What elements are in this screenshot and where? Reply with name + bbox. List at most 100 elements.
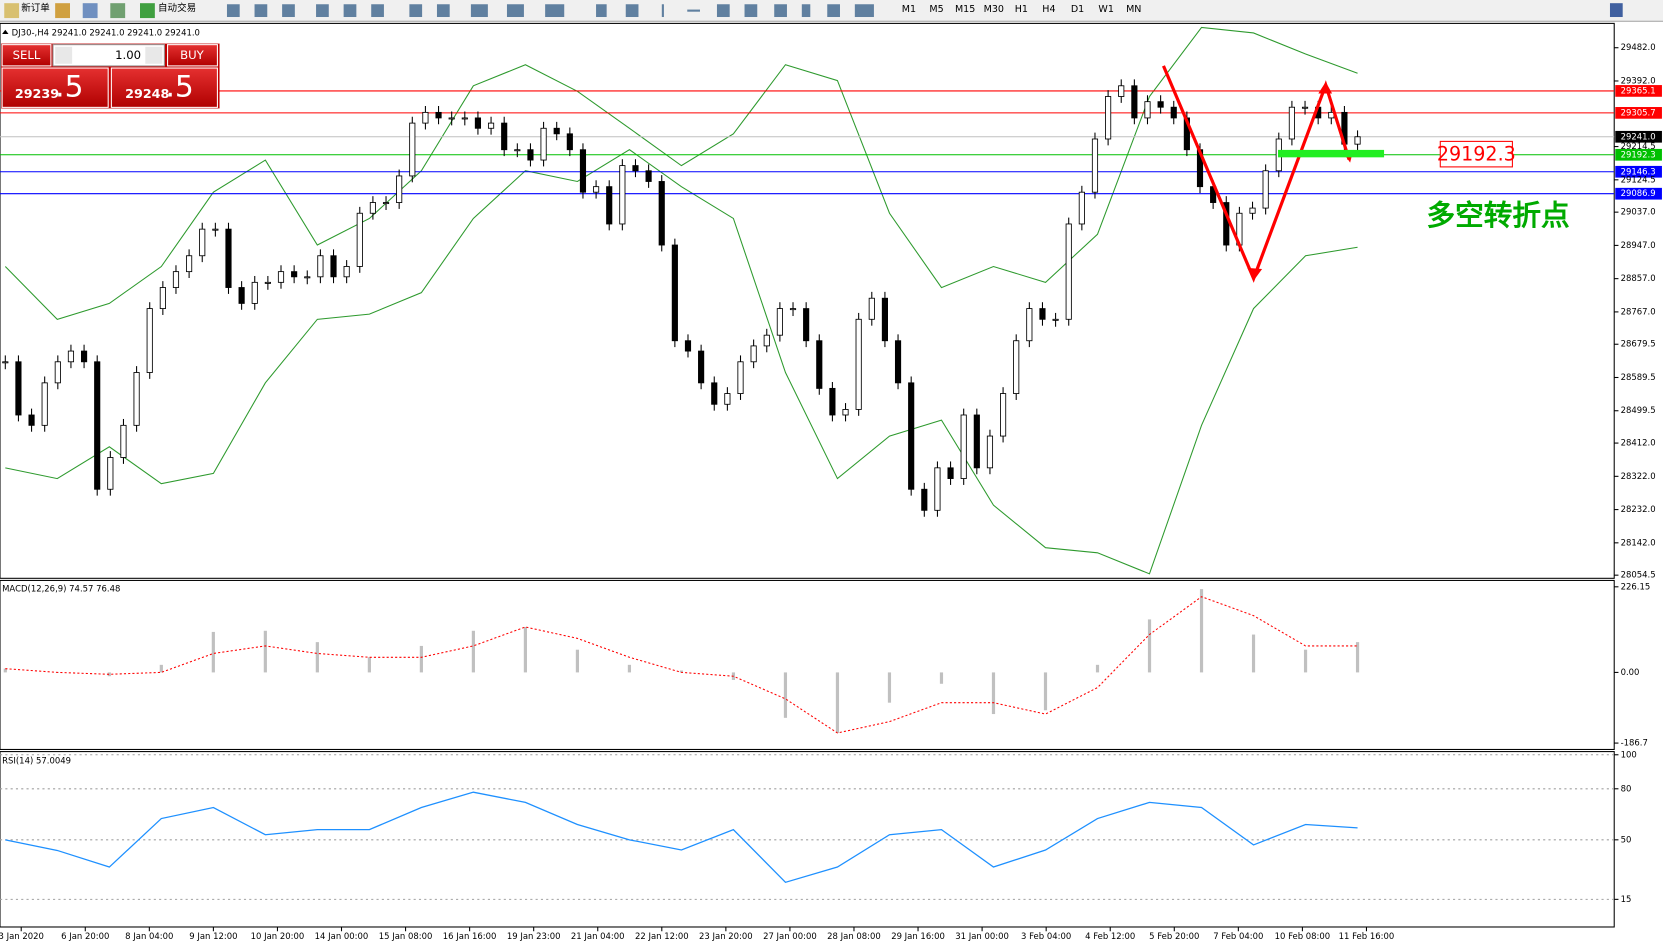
icon[interactable] — [226, 4, 240, 18]
icon[interactable] — [716, 4, 730, 18]
main-plot — [0, 26, 1615, 575]
icon[interactable] — [409, 4, 423, 18]
icon[interactable] — [827, 4, 840, 18]
macd-bar — [887, 672, 892, 703]
axes: 29365.1 29305.7 29241.0 29192.3 29146.3 29086… — [0, 43, 1662, 942]
candle — [277, 271, 285, 283]
candle — [1091, 138, 1099, 193]
y-tick-label: -186.7 — [1621, 739, 1648, 749]
timeframe[interactable]: M15 — [955, 4, 975, 15]
candle — [422, 111, 429, 124]
x-tick-label: 3 Jan 2020 — [0, 932, 44, 942]
timeframe[interactable]: H4 — [1042, 4, 1055, 15]
macd-bar — [627, 664, 632, 673]
macd-bar — [263, 630, 267, 673]
new-order[interactable]: 新订单 — [21, 2, 50, 14]
icon[interactable] — [4, 3, 20, 19]
macd-bar — [1303, 649, 1308, 673]
candle — [1118, 85, 1125, 97]
icon[interactable] — [744, 4, 758, 18]
icon[interactable] — [343, 4, 357, 18]
auto-trading[interactable]: 自动交易 — [158, 2, 196, 14]
icon[interactable] — [661, 4, 664, 18]
candle — [107, 457, 114, 490]
icon[interactable] — [371, 4, 384, 18]
price-line-label: 29086.9 — [1621, 189, 1656, 199]
y-tick-label: 100 — [1621, 750, 1637, 760]
candle — [159, 287, 166, 310]
candle — [264, 281, 271, 284]
sell-fraction[interactable]: .5 — [55, 70, 83, 105]
candle — [133, 372, 140, 426]
macd-signal — [5, 596, 1358, 734]
pattern-drawing — [1161, 65, 1385, 283]
candle — [645, 170, 652, 182]
lots-input[interactable] — [52, 44, 165, 67]
x-tick-label: 19 Jan 23:00 — [507, 932, 561, 942]
lots-value[interactable]: 1.00 — [115, 48, 141, 62]
icon[interactable] — [316, 4, 329, 18]
sell-price-box[interactable] — [1, 67, 109, 108]
sell-button[interactable] — [1, 44, 52, 67]
candle — [409, 122, 416, 177]
timeframe[interactable]: H1 — [1015, 4, 1028, 15]
buy-price[interactable]: 29248 — [125, 87, 169, 102]
icon[interactable] — [545, 4, 565, 18]
x-tick-label: 11 Feb 16:00 — [1339, 932, 1395, 942]
timeframe[interactable]: M5 — [929, 4, 943, 15]
icon[interactable] — [82, 3, 98, 19]
timeframe[interactable]: M30 — [984, 4, 1004, 15]
icon[interactable] — [506, 4, 524, 18]
lots-down[interactable] — [55, 46, 73, 64]
macd-bar — [679, 670, 684, 673]
timeframe[interactable]: MN — [1126, 4, 1141, 15]
icon[interactable] — [687, 9, 700, 12]
icon[interactable] — [854, 4, 874, 18]
buy-button[interactable] — [167, 44, 218, 67]
timeframes: M1 M5 M15 M30 H1 H4 D1 W1 MN — [902, 4, 1142, 15]
candle — [356, 212, 363, 267]
icon[interactable] — [801, 4, 811, 18]
macd-bar — [575, 649, 579, 673]
buy-price-box[interactable] — [110, 67, 218, 108]
sell-label[interactable]: SELL — [13, 48, 41, 62]
candle — [606, 186, 613, 225]
x-tick-label: 29 Jan 16:00 — [891, 932, 945, 942]
icon[interactable] — [436, 4, 450, 18]
candle — [724, 393, 731, 405]
y-tick-label: 226.15 — [1621, 582, 1651, 592]
support-bar — [1278, 149, 1385, 158]
timeframe[interactable]: W1 — [1098, 4, 1113, 15]
x-tick-label: 7 Feb 04:00 — [1213, 932, 1263, 942]
x-tick-label: 5 Feb 20:00 — [1149, 932, 1199, 942]
icon[interactable] — [774, 4, 787, 18]
buy-label[interactable]: BUY — [180, 48, 205, 62]
buy-fraction[interactable]: .5 — [165, 70, 193, 105]
macd-bar — [991, 672, 996, 715]
icon[interactable] — [254, 4, 268, 18]
lots-up[interactable] — [145, 46, 163, 64]
icon[interactable] — [625, 4, 639, 18]
timeframe[interactable]: D1 — [1071, 4, 1084, 15]
y-tick-label: 80 — [1621, 784, 1632, 794]
candle — [41, 382, 48, 426]
candle — [199, 228, 206, 257]
icon[interactable] — [110, 3, 126, 19]
candle — [855, 318, 862, 410]
icon[interactable] — [139, 3, 155, 19]
candle — [658, 181, 665, 246]
sell-price[interactable]: 29239 — [15, 87, 59, 102]
timeframe[interactable]: M1 — [902, 4, 916, 15]
macd-panel — [0, 579, 1615, 750]
x-tick-label: 9 Jan 12:00 — [189, 932, 237, 942]
x-tick-label: 4 Feb 12:00 — [1085, 932, 1135, 942]
icon[interactable] — [55, 3, 70, 19]
icon[interactable] — [470, 4, 488, 18]
search-icon[interactable] — [1609, 3, 1623, 18]
icon[interactable] — [282, 4, 295, 18]
macd-bar — [939, 672, 944, 684]
x-tick-label: 22 Jan 12:00 — [635, 932, 689, 942]
icon[interactable] — [596, 4, 607, 18]
candle — [842, 409, 849, 416]
